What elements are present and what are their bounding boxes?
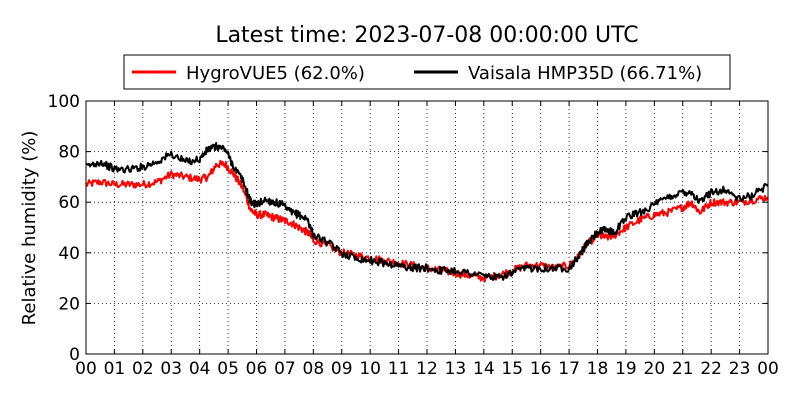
x-tick-label: 22 [700,359,722,379]
x-tick-label: 03 [160,359,182,379]
x-tick-label: 14 [473,359,495,379]
x-tick-label: 02 [132,359,154,379]
ticks: 00 01 02 03 04 05 06 07 08 09 10 11 12 13 14 15 16 17 18 19… [48,92,779,379]
series-line-vaisala-hmp35d [85,142,769,281]
x-tick-label: 21 [672,359,694,379]
y-tick-label: 40 [58,244,80,264]
y-tick-label: 20 [58,294,80,314]
x-tick-label: 11 [388,359,410,379]
grid [86,101,768,354]
x-tick-label: 16 [530,359,552,379]
series-line-hygrovue5 [85,159,769,283]
y-tick-label: 0 [69,345,80,365]
y-axis-label: Relative humidity (%) [19,131,40,326]
x-tick-label: 07 [274,359,296,379]
x-tick-label: 04 [189,359,211,379]
x-tick-label: 05 [217,359,239,379]
x-tick-label: 09 [331,359,353,379]
legend-label-vaisala: Vaisala HMP35D (66.71%) [468,63,702,84]
series-group [85,142,769,283]
x-tick-label: 19 [615,359,637,379]
x-tick-label: 12 [416,359,438,379]
x-tick-label: 06 [246,359,268,379]
x-tick-label: 18 [587,359,609,379]
x-tick-label: 00 [75,359,97,379]
x-tick-label: 10 [359,359,381,379]
y-tick-label: 60 [58,193,80,213]
y-tick-label: 80 [58,143,80,163]
x-tick-label: 13 [445,359,467,379]
y-tick-label: 100 [48,92,80,112]
x-tick-label: 00 [757,359,779,379]
x-tick-label: 01 [104,359,126,379]
x-tick-label: 15 [501,359,523,379]
plot-frame [85,100,769,355]
x-tick-label: 20 [644,359,666,379]
chart-title: Latest time: 2023-07-08 00:00:00 UTC [215,23,638,48]
legend-label-hygrovue5: HygroVUE5 (62.0%) [186,63,365,84]
x-tick-label: 08 [303,359,325,379]
x-tick-label: 17 [558,359,580,379]
legend: HygroVUE5 (62.0%) Vaisala HMP35D (66.71%… [123,54,731,90]
x-tick-label: 23 [729,359,751,379]
